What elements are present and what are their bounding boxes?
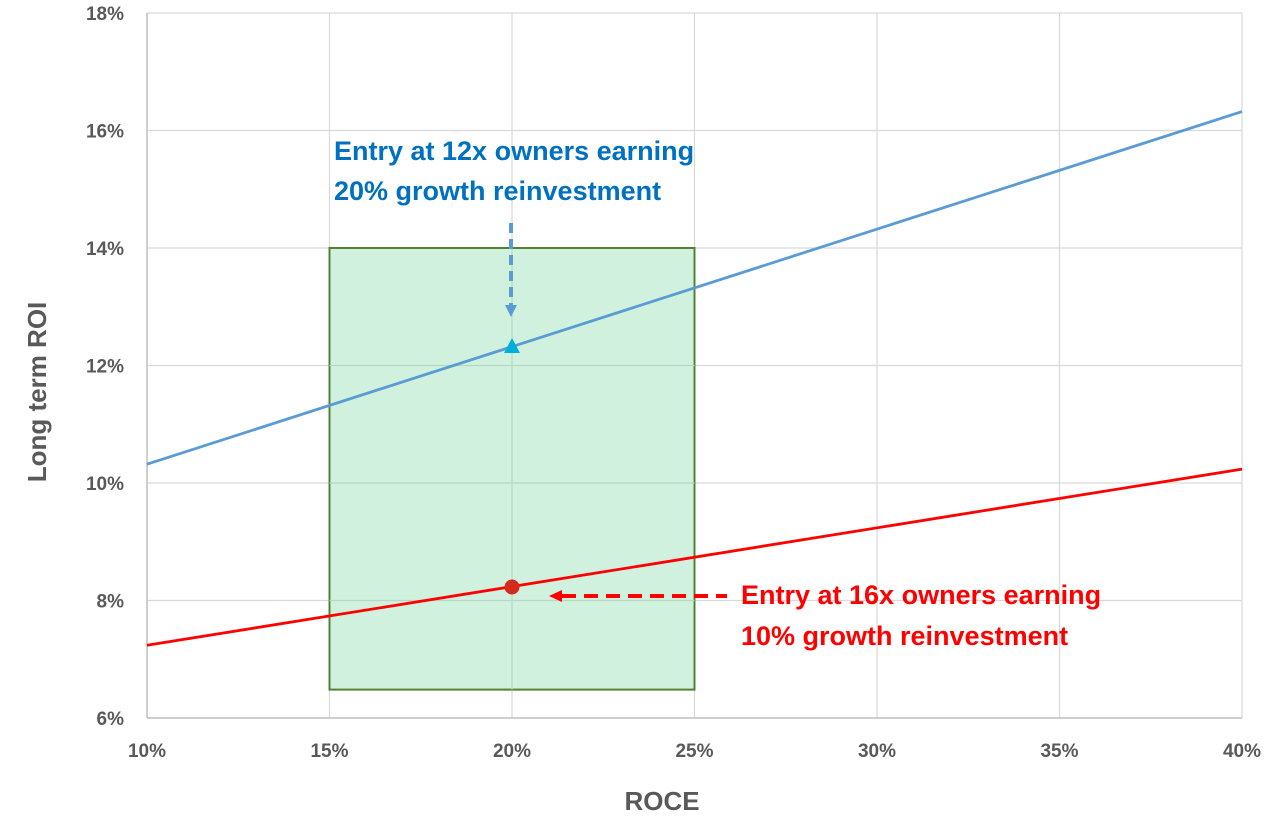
svg-text:Entry at 12x owners earning: Entry at 12x owners earning [334,136,694,166]
svg-text:16%: 16% [86,122,124,143]
red-circle-marker [504,579,520,595]
svg-text:20%: 20% [493,741,531,762]
svg-text:6%: 6% [97,709,125,730]
series-red-line [146,467,1243,647]
svg-text:10%: 10% [128,741,166,762]
svg-text:15%: 15% [310,741,348,762]
y-axis-title: Long term ROI [22,302,52,483]
red-arrow [549,590,727,602]
svg-text:18%: 18% [86,4,124,25]
svg-text:30%: 30% [858,741,896,762]
y-tick-labels: 6% 8% 10% 12% 14% 16% 18% [86,4,124,730]
svg-text:25%: 25% [675,741,713,762]
x-tick-labels: 10% 15% 20% 25% 30% 35% 40% [128,741,1261,762]
annotation-blue: Entry at 12x owners earning 20% growth r… [334,136,694,206]
x-axis-title: ROCE [624,786,699,816]
svg-text:10%: 10% [86,474,124,495]
svg-text:8%: 8% [97,592,125,613]
svg-text:40%: 40% [1223,741,1261,762]
series-blue-line [146,110,1243,466]
blue-arrow [505,223,517,317]
blue-triangle-marker [504,338,520,353]
svg-text:10% growth reinvestment: 10% growth reinvestment [741,621,1068,651]
annotation-red: Entry at 16x owners earning 10% growth r… [741,580,1101,651]
svg-text:14%: 14% [86,239,124,260]
svg-text:12%: 12% [86,357,124,378]
svg-text:20% growth reinvestment: 20% growth reinvestment [334,176,661,206]
svg-text:35%: 35% [1040,741,1078,762]
svg-text:Entry at 16x owners earning: Entry at 16x owners earning [741,580,1101,610]
